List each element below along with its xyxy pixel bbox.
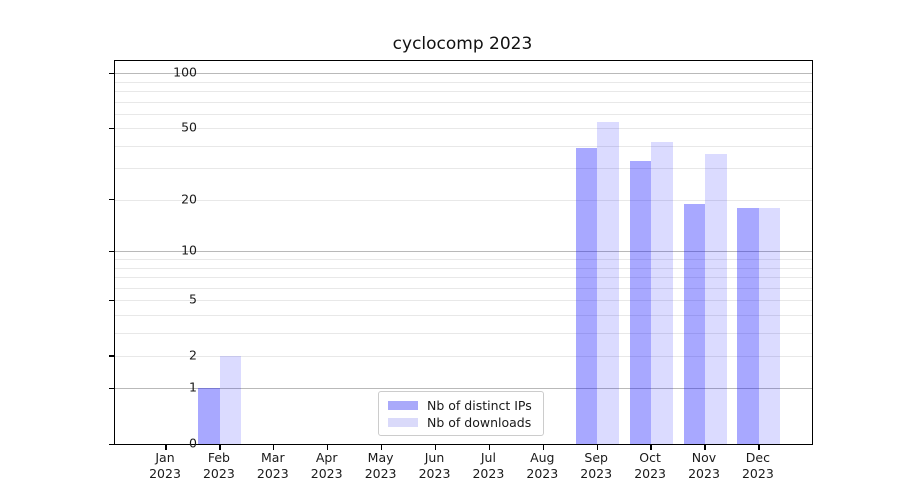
gridline-major <box>115 73 812 75</box>
x-tick-label: Jan 2023 <box>135 450 195 482</box>
gridline-minor <box>115 287 812 289</box>
x-tick-year: 2023 <box>526 466 559 481</box>
gridline-minor <box>115 168 812 170</box>
x-tick-mark <box>650 445 652 450</box>
x-tick-mark <box>380 445 383 450</box>
x-tick-year: 2023 <box>149 466 181 481</box>
legend-label: Nb of distinct IPs <box>427 398 532 413</box>
x-tick-label: Aug 2023 <box>512 450 572 482</box>
gridline-minor <box>115 300 812 302</box>
gridline-minor <box>115 355 812 357</box>
x-tick-label: Sep 2023 <box>566 450 626 482</box>
x-tick-year: 2023 <box>580 466 613 481</box>
x-tick-mark <box>327 445 329 450</box>
x-tick-mark <box>758 445 760 450</box>
y-tick-label: 2 <box>189 347 197 363</box>
x-tick-label: Apr 2023 <box>297 450 357 482</box>
gridline-minor <box>115 259 812 261</box>
legend: Nb of distinct IPs Nb of downloads <box>378 391 544 436</box>
y-tick-mark <box>109 387 114 390</box>
gridline-minor <box>115 199 812 201</box>
y-tick-mark <box>109 72 114 75</box>
gridline-minor <box>115 314 812 316</box>
plot-area <box>109 60 813 450</box>
x-tick-year: 2023 <box>418 466 451 481</box>
x-tick-year: 2023 <box>688 466 720 481</box>
bar-distinct-ips <box>683 203 705 444</box>
y-tick-mark <box>109 250 114 253</box>
x-tick-label: Feb 2023 <box>189 450 249 482</box>
legend-swatch-distinct-ips <box>388 401 418 410</box>
x-tick-year: 2023 <box>634 466 666 481</box>
x-tick-label: Jun 2023 <box>405 450 465 482</box>
y-tick-label: 1 <box>189 379 197 395</box>
bar-downloads <box>219 355 242 444</box>
x-tick-label: Jul 2023 <box>458 450 518 482</box>
legend-label: Nb of downloads <box>427 415 532 430</box>
legend-item-downloads: Nb of downloads <box>388 414 534 431</box>
y-tick-mark <box>109 127 114 130</box>
gridline-minor <box>115 128 812 130</box>
bar-distinct-ips <box>737 207 759 444</box>
y-tick-label: 20 <box>181 191 197 207</box>
x-tick-mark <box>165 445 167 450</box>
y-tick-label: 100 <box>173 64 197 80</box>
gridline-major <box>115 251 812 253</box>
x-tick-year: 2023 <box>256 466 289 481</box>
x-tick-mark <box>488 445 491 450</box>
x-tick-mark <box>434 445 437 450</box>
x-tick-label: Dec 2023 <box>728 450 788 482</box>
y-tick-label: 10 <box>181 242 197 258</box>
bar-downloads <box>597 122 619 444</box>
x-tick-label: Mar 2023 <box>243 450 303 482</box>
legend-swatch-downloads <box>388 418 418 427</box>
x-tick-label: May 2023 <box>351 450 411 482</box>
bar-downloads <box>651 142 673 444</box>
x-tick-label: Nov 2023 <box>674 450 734 482</box>
bar-distinct-ips <box>198 388 220 444</box>
bar-downloads <box>758 207 781 444</box>
gridline-minor <box>115 277 812 279</box>
y-tick-label: 0 <box>189 435 197 451</box>
x-tick-mark <box>219 445 221 450</box>
legend-item-distinct-ips: Nb of distinct IPs <box>388 397 534 414</box>
gridline-minor <box>115 332 812 334</box>
x-tick-mark <box>596 445 598 450</box>
gridline-minor <box>115 113 812 115</box>
y-tick-mark <box>109 443 114 445</box>
bar-distinct-ips <box>575 147 598 444</box>
gridline-minor <box>115 145 812 147</box>
gridline-minor <box>115 101 812 103</box>
bar-downloads <box>705 154 727 444</box>
y-tick-mark <box>109 199 114 201</box>
x-tick-year: 2023 <box>310 466 343 481</box>
y-tick-mark <box>109 355 114 357</box>
gridline-minor <box>115 91 812 93</box>
x-tick-year: 2023 <box>364 466 397 481</box>
x-tick-year: 2023 <box>741 466 774 481</box>
y-tick-label: 5 <box>189 291 197 307</box>
x-tick-mark <box>704 445 706 450</box>
gridline-minor <box>115 267 812 269</box>
x-tick-label: Oct 2023 <box>620 450 680 482</box>
y-tick-mark <box>109 299 114 302</box>
y-tick-label: 50 <box>181 119 197 135</box>
x-tick-mark <box>273 445 275 450</box>
bar-distinct-ips <box>629 160 652 444</box>
x-tick-mark <box>542 445 544 450</box>
gridline-major <box>115 388 812 390</box>
gridline-minor <box>115 81 812 83</box>
x-tick-year: 2023 <box>202 466 235 481</box>
x-tick-year: 2023 <box>472 466 505 481</box>
chart-title: cyclocomp 2023 <box>392 34 533 54</box>
